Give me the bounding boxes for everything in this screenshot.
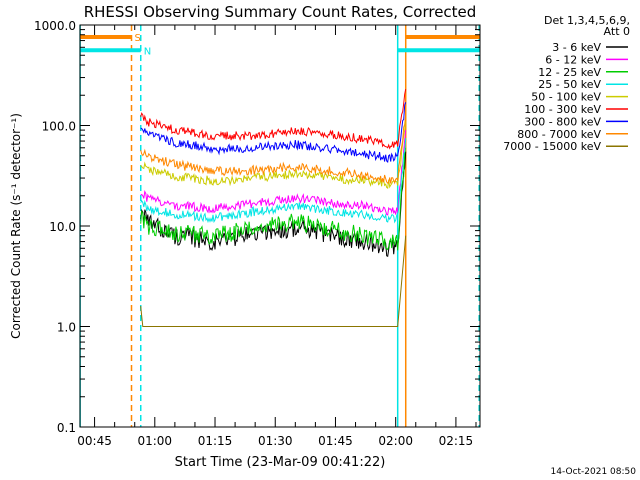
legend-label: 100 - 300 keV: [524, 103, 601, 116]
x-tick-label: 02:15: [439, 434, 474, 448]
legend-label: 50 - 100 keV: [531, 91, 601, 104]
series-line-7000-15000kev: [140, 235, 407, 327]
series-line-25-50kev: [140, 138, 407, 224]
y-tick-label: 1000.0: [34, 19, 76, 33]
y-tick-label: 1.0: [57, 321, 76, 335]
attenuator-flags: SN: [80, 33, 480, 57]
y-axis: 1000.0 100.0 10.0 1.0 0.1: [34, 19, 480, 435]
legend-label: 3 - 6 keV: [552, 41, 601, 54]
legend-label: 7000 - 15000 keV: [503, 140, 601, 153]
series-line-300-800kev: [140, 102, 407, 164]
legend-header-line: Det 1,3,4,5,6,9,: [544, 14, 630, 27]
data-series: [140, 89, 407, 327]
y-tick-label: 10.0: [49, 220, 76, 234]
x-tick-label: 02:00: [378, 434, 413, 448]
series-line-6-12kev: [140, 130, 407, 216]
footer-timestamp: 14-Oct-2021 08:50: [551, 467, 637, 477]
series-line-12-25kev: [140, 147, 407, 251]
legend-label: 6 - 12 keV: [545, 53, 601, 66]
x-axis: 00:45 01:00 01:15 01:30 01:45 02:00 02:15: [77, 25, 477, 448]
series-line-100-300kev: [140, 89, 407, 150]
x-tick-label: 00:45: [77, 434, 112, 448]
y-tick-label: 0.1: [57, 421, 76, 435]
x-tick-label: 01:30: [258, 434, 293, 448]
flag-label-s: S: [135, 33, 141, 44]
chart-title: RHESSI Observing Summary Count Rates, Co…: [84, 3, 477, 21]
x-tick-label: 01:00: [137, 434, 172, 448]
y-tick-label: 100.0: [42, 120, 76, 134]
x-tick-label: 01:15: [198, 434, 233, 448]
x-axis-label: Start Time (23-Mar-09 00:41:22): [175, 455, 386, 470]
legend-label: 12 - 25 keV: [538, 66, 601, 79]
series-line-800-7000kev: [140, 113, 407, 185]
x-tick-label: 01:45: [318, 434, 353, 448]
legend-label: 300 - 800 keV: [524, 115, 601, 128]
flag-label-n: N: [144, 46, 151, 57]
legend-label: 800 - 7000 keV: [517, 128, 601, 141]
legend-header-line: Att 0: [604, 25, 630, 38]
y-axis-label: Corrected Count Rate (s⁻¹ detector⁻¹): [9, 113, 23, 339]
legend-label: 25 - 50 keV: [538, 78, 601, 91]
series-line-50-100kev: [140, 121, 407, 189]
